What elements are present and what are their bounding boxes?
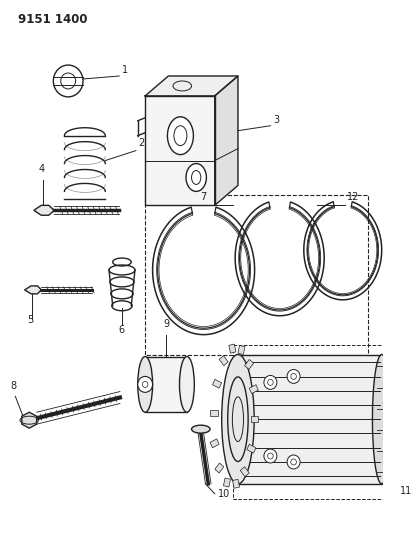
Circle shape (264, 449, 277, 463)
Text: 1: 1 (122, 65, 128, 75)
Bar (233, 479, 240, 488)
Bar (215, 463, 224, 473)
Text: 8: 8 (11, 381, 17, 391)
Text: 12: 12 (346, 192, 359, 203)
Ellipse shape (372, 354, 391, 484)
Ellipse shape (167, 117, 194, 155)
Text: 4: 4 (39, 165, 45, 174)
Bar (240, 467, 249, 477)
Bar (238, 354, 382, 484)
Polygon shape (22, 412, 37, 428)
Text: 9151 1400: 9151 1400 (18, 13, 88, 26)
Ellipse shape (186, 164, 206, 191)
Bar (238, 345, 245, 354)
Ellipse shape (192, 425, 210, 433)
Bar (212, 379, 222, 388)
Bar (247, 445, 256, 453)
Circle shape (287, 369, 300, 383)
Text: 5: 5 (28, 314, 34, 325)
Bar (219, 356, 228, 366)
Bar (145, 357, 187, 412)
Bar (210, 410, 217, 416)
Bar (229, 344, 236, 353)
Ellipse shape (180, 357, 194, 412)
Ellipse shape (222, 354, 254, 484)
Text: 3: 3 (273, 115, 279, 125)
Bar (224, 478, 231, 487)
Text: 10: 10 (217, 489, 230, 499)
Polygon shape (145, 96, 215, 205)
Ellipse shape (138, 357, 152, 412)
Bar (210, 439, 219, 448)
Text: 6: 6 (118, 325, 125, 335)
Circle shape (287, 455, 300, 469)
Polygon shape (145, 76, 238, 96)
Polygon shape (34, 205, 54, 215)
Text: 7: 7 (200, 192, 206, 203)
Bar (233, 345, 405, 499)
Bar (145, 196, 368, 354)
Circle shape (138, 376, 152, 392)
Text: 9: 9 (163, 319, 169, 329)
Bar (251, 416, 259, 422)
Polygon shape (215, 76, 238, 205)
Polygon shape (25, 286, 41, 294)
Circle shape (264, 375, 277, 389)
Bar (245, 359, 254, 369)
Text: 11: 11 (400, 486, 411, 496)
Text: 2: 2 (139, 138, 145, 148)
Bar (249, 385, 259, 393)
